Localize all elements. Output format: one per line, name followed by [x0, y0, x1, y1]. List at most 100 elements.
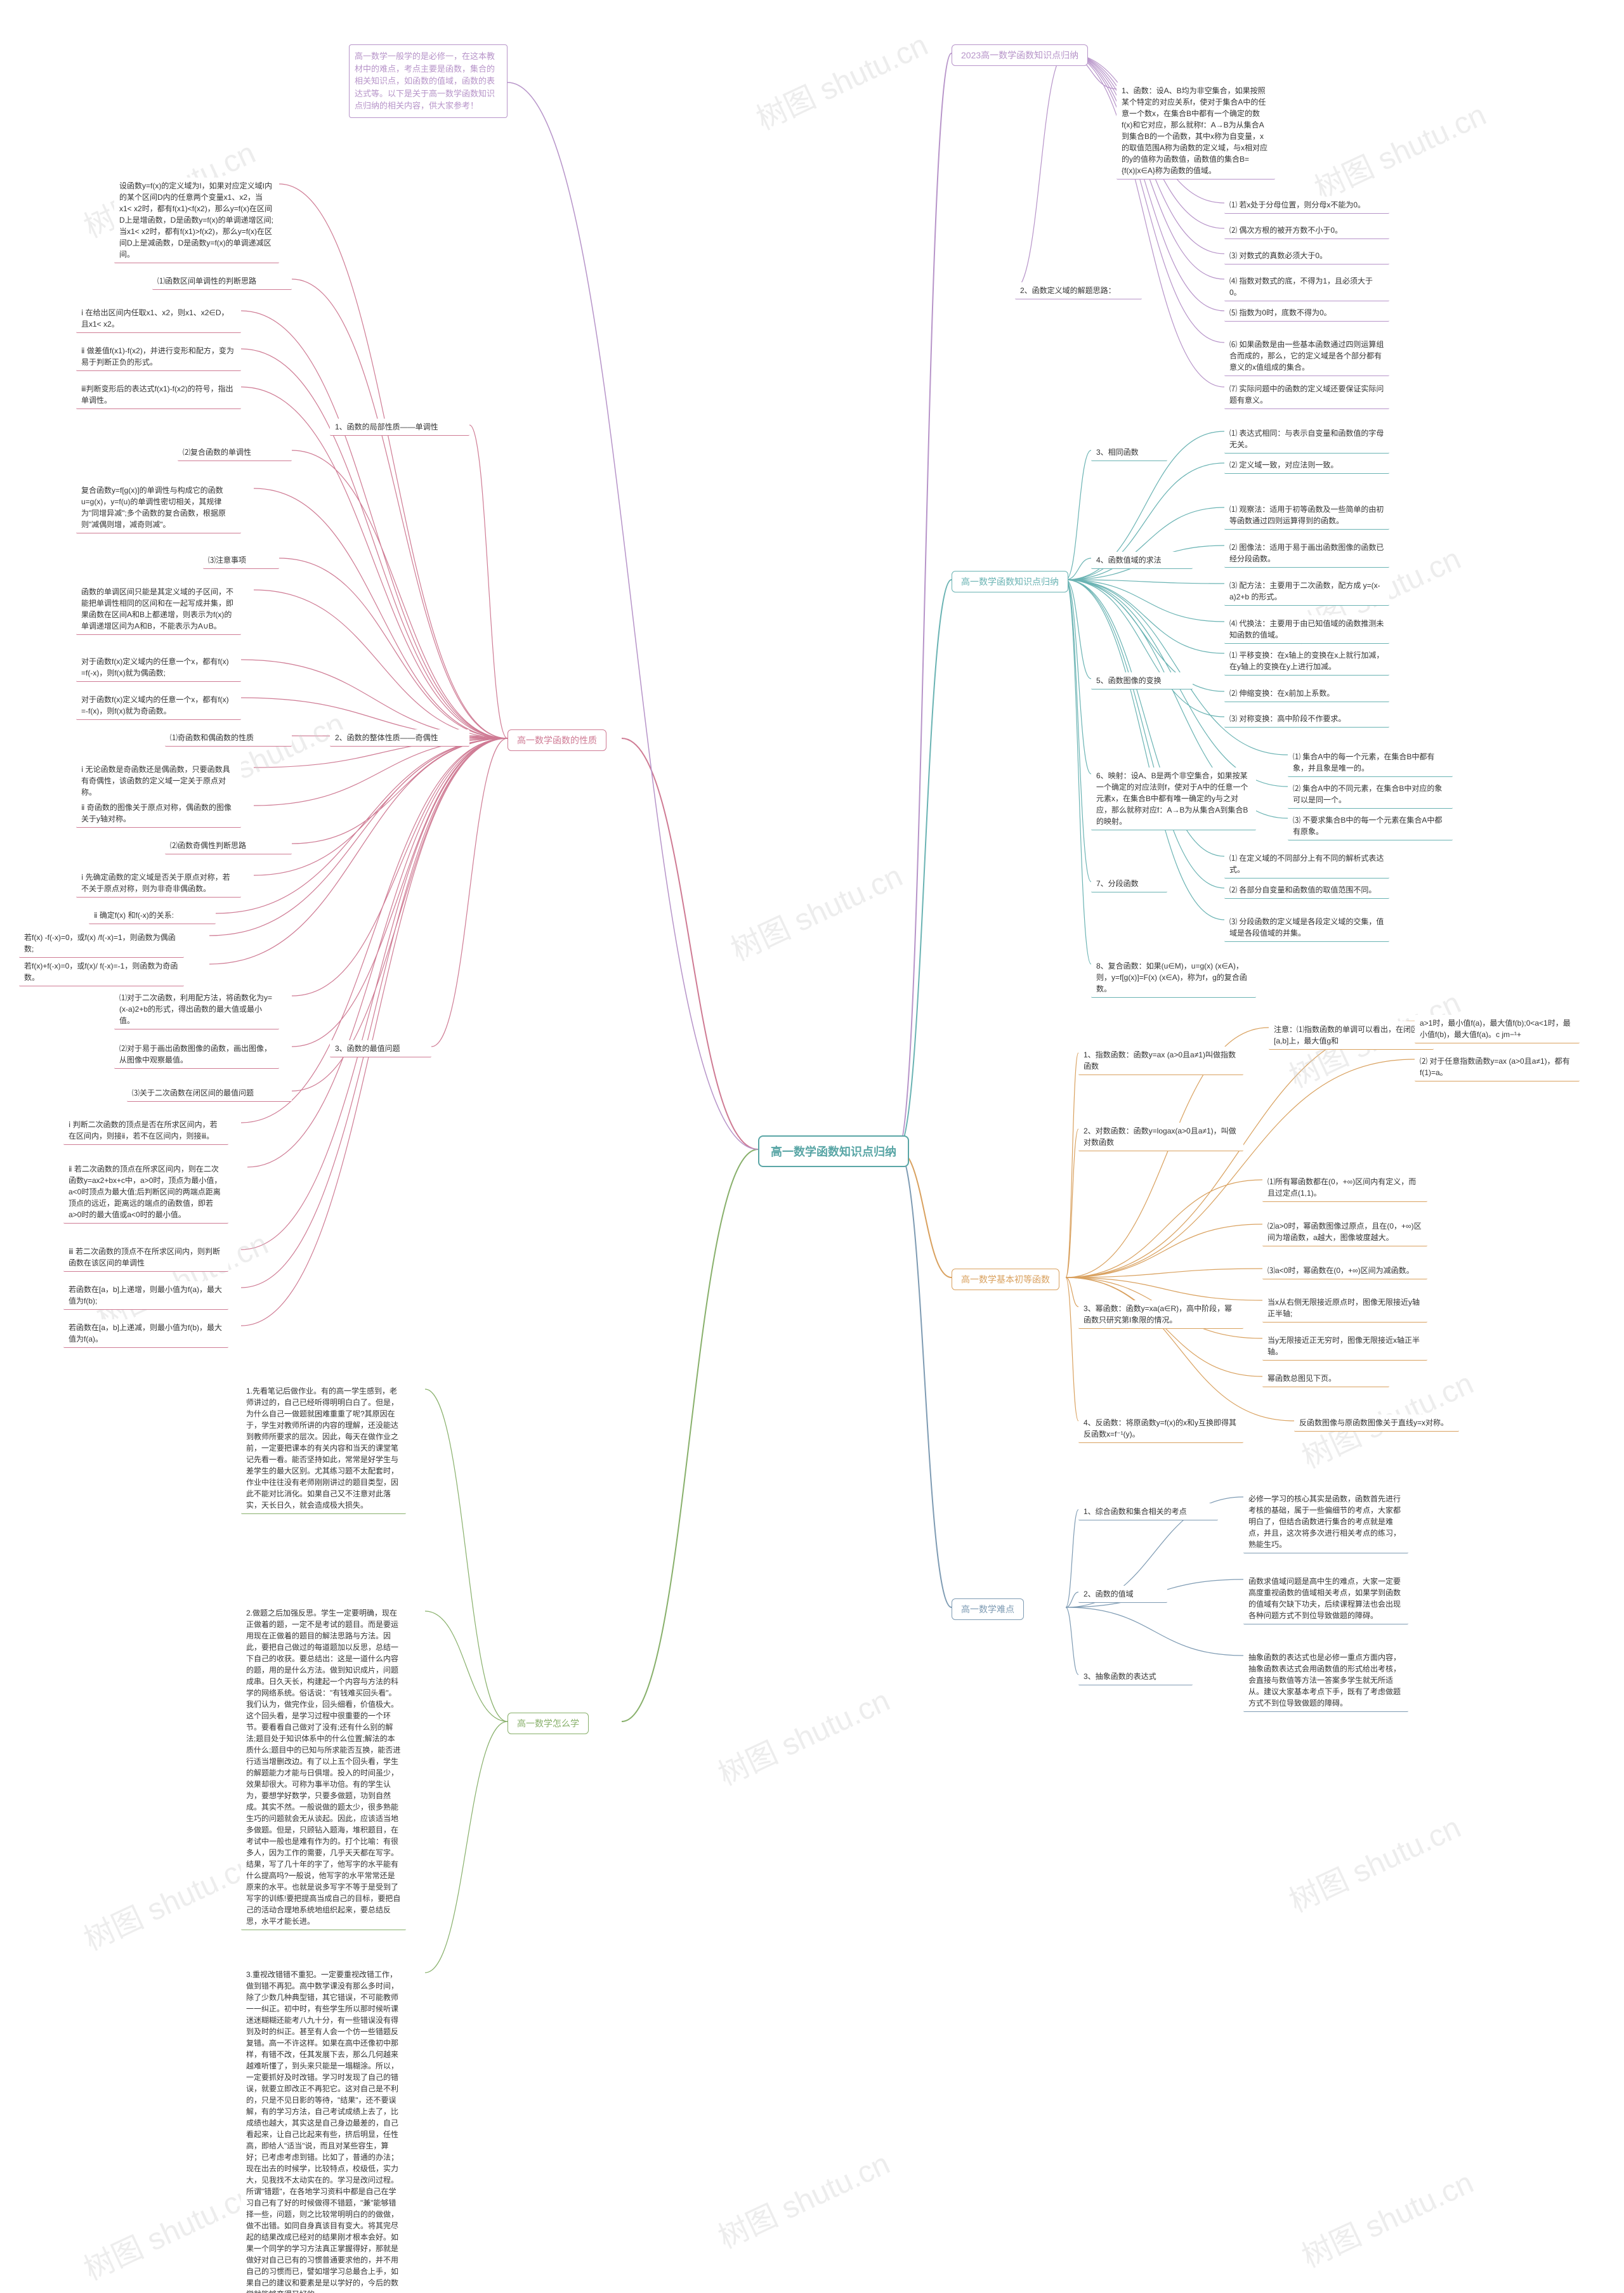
root-node: 高一数学函数知识点归纳: [758, 1135, 909, 1167]
leaf: ⑶ 不要求集合B中的每一个元素在集合A中都有原象。: [1288, 812, 1453, 840]
leaf: ⑴函数区间单调性的判断思路: [152, 273, 292, 290]
leaf: 抽象函数的表达式也是必修一重点方面内容，抽象函数表达式会用函数值的形式给出考核，…: [1243, 1649, 1408, 1712]
leaf: a>1时，最小值f(a)，最大值f(b);0<a<1时，最小值f(b)，最大值f…: [1415, 1015, 1580, 1043]
leaf: ⑶ 对称变换：高中阶段不作要求。: [1224, 710, 1389, 728]
leaf: 函数的单调区间只能是其定义域的子区间，不能把单调性相同的区间和在一起写成并集，即…: [76, 584, 241, 635]
leaf: 7、分段函数: [1091, 875, 1167, 892]
leaf: 反函数图像与原函数图像关于直线y=x对称。: [1294, 1414, 1459, 1432]
leaf: ⅰ 判断二次函数的顶点是否在所求区间内，若在区间内，则接ⅱ，若不在区间内，则接ⅲ…: [63, 1116, 228, 1145]
leaf: ⑴所有幂函数都在(0，+∞)区间内有定义，而且过定点(1,1)。: [1262, 1173, 1427, 1202]
leaf: ⑵ 图像法：适用于易于画出函数图像的函数已经分段函数。: [1224, 539, 1389, 568]
leaf: 6、映射：设A、B是两个非空集合，如果按某一个确定的对应法则f，使对于A中的任意…: [1091, 768, 1256, 830]
leaf: ⑴ 若x处于分母位置，则分母x不能为0。: [1224, 197, 1389, 214]
mindmap-canvas: 树图 shutu.cn 树图 shutu.cn 树图 shutu.cn 树图 shut…: [0, 0, 1624, 2293]
leaf: ⅰ 无论函数是奇函数还是偶函数，只要函数具有奇偶性，该函数的定义域一定关于原点对…: [76, 761, 241, 801]
leaf: 1、综合函数和集合相关的考点: [1078, 1503, 1218, 1520]
leaf: 2、函数的值域: [1078, 1586, 1167, 1603]
leaf: 当y无限接近正无穷时，图像无限接近x轴正半轴。: [1262, 1332, 1427, 1361]
leaf: 幂函数总图见下页。: [1262, 1370, 1389, 1387]
leaf: 3、抽象函数的表达式: [1078, 1668, 1193, 1685]
leaf: ⑵ 集合A中的不同元素，在集合B中对应的象可以是同一个。: [1288, 780, 1453, 809]
leaf: ⑶a<0时，幂函数在(0，+∞)区间为减函数。: [1262, 1262, 1427, 1279]
leaf: 1.先看笔记后做作业。有的高一学生感到，老师讲过的，自己已经听得明明白白了。但是…: [241, 1383, 406, 1514]
leaf: ⑵复合函数的单调性: [178, 444, 292, 461]
leaf: ⑴ 在定义域的不同部分上有不同的解析式表达式。: [1224, 850, 1389, 879]
leaf: 2、函数定义域的解题思路：: [1015, 282, 1142, 299]
leaf: 当x从右侧无限接近原点时，图像无限接近y轴正半轴;: [1262, 1294, 1427, 1323]
branch-b4: 高一数学难点: [952, 1598, 1024, 1620]
leaf: 对于函数f(x)定义域内的任意一个x，都有f(x) =f(-x)，则f(x)就为…: [76, 653, 241, 682]
leaf: 8、复合函数：如果(u∈M)，u=g(x) (x∈A)，则，y=f[g(x)]=…: [1091, 958, 1256, 998]
watermark: 树图 shutu.cn: [748, 20, 934, 138]
leaf: ⅰ 先确定函数的定义域是否关于原点对称，若不关于原点对称，则为非奇非偶函数。: [76, 869, 241, 898]
leaf: 3.重视改错错不重犯。一定要重视改错工作，做到错不再犯。高中数学课没有那么多时间…: [241, 1966, 406, 2293]
leaf: ⅲ 若二次函数的顶点不在所求区间内，则判断函数在该区间的单调性: [63, 1243, 228, 1272]
leaf: ⑶关于二次函数在闭区间的最值问题: [127, 1085, 292, 1102]
leaf: ⑶注意事项: [203, 552, 279, 569]
leaf: ⑶ 配方法：主要用于二次函数，配方成 y=(x-a)2+b 的形式。: [1224, 577, 1389, 606]
leaf: ⑹ 如果函数是由一些基本函数通过四则运算组合而成的，那么，它的定义域是各个部分都…: [1224, 336, 1389, 376]
leaf: ⑶ 分段函数的定义域是各段定义域的交集，值域是各段值域的并集。: [1224, 913, 1389, 942]
leaf: ⑵a>0时，幂函数图像过原点，且在(0，+∞)区间为增函数，a越大，图像坡度越大…: [1262, 1218, 1427, 1246]
leaf: ⑴ 观察法：适用于初等函数及一些简单的由初等函数通过四则运算得到的函数。: [1224, 501, 1389, 530]
leaf: 函数求值域问题是高中生的难点，大家一定要高度重视函数的值域相关考点，如果学到函数…: [1243, 1573, 1408, 1624]
leaf: ⑴ 表达式相同：与表示自变量和函数值的字母无关。: [1224, 425, 1389, 454]
watermark: 树图 shutu.cn: [1306, 90, 1492, 208]
leaf: ⅰ 在给出区间内任取x1、x2，则x1、x2∈D，且x1< x2。: [76, 304, 241, 333]
leaf: 若函数在[a，b]上递减，则最小值为f(b)，最大值为f(a)。: [63, 1319, 228, 1348]
leaf: ⑸ 指数为0时，底数不得为0。: [1224, 304, 1389, 322]
branch-b6: 高一数学怎么学: [508, 1713, 589, 1734]
leaf: 若f(x)+f(-x)=0，或f(x)/ f(-x)=-1，则函数为奇函数。: [19, 958, 184, 986]
leaf: 2、对数函数：函数y=logax(a>0且a≠1)，叫做对数函数: [1078, 1123, 1243, 1151]
branch-b3: 高一数学基本初等函数: [952, 1269, 1059, 1290]
leaf: ⑷ 指数对数式的底，不得为1，且必须大于0。: [1224, 273, 1389, 301]
leaf: ⅱ 若二次函数的顶点在所求区间内，则在二次函数y=ax2+bx+c中，a>0时，…: [63, 1161, 228, 1224]
leaf: 注意：⑴指数函数的单调可以看出，在闭区间[a,b]上，最大值g和: [1269, 1021, 1434, 1050]
leaf: ⑵ 定义域一致，对应法则一致。: [1224, 457, 1389, 474]
leaf: ⑴ 集合A中的每一个元素，在集合B中都有象，并且象是唯一的。: [1288, 748, 1453, 777]
leaf: 若f(x) -f(-x)=0，或f(x) /f(-x)=1，则函数为偶函数;: [19, 929, 184, 958]
watermark: 树图 shutu.cn: [75, 2171, 261, 2289]
leaf: 设函数y=f(x)的定义域为I，如果对应定义域I内的某个区间D内的任意两个变量x…: [114, 178, 279, 263]
leaf: ⑴对于二次函数，利用配方法，将函数化为y=(x-a)2+b的形式，得出函数的最大…: [114, 990, 279, 1029]
watermark: 树图 shutu.cn: [710, 2139, 896, 2257]
leaf: 1、函数的局部性质——单调性: [330, 419, 469, 436]
leaf: 3、相同函数: [1091, 444, 1167, 461]
watermark: 树图 shutu.cn: [723, 851, 908, 969]
leaf: 1、函数：设A、B均为非空集合，如果按照某个特定的对应关系f，使对于集合A中的任…: [1116, 82, 1275, 180]
leaf: ⑷ 代换法：主要用于由已知值域的函数推测未知函数的值域。: [1224, 615, 1389, 644]
watermark: 树图 shutu.cn: [1293, 2158, 1479, 2276]
leaf: ⑵函数奇偶性判断思路: [165, 837, 292, 854]
leaf: 必修一学习的核心其实是函数，函数首先进行考核的基础，属于一些偏细节的考点，大家都…: [1243, 1491, 1408, 1553]
watermark: 树图 shutu.cn: [710, 1676, 896, 1794]
leaf: 2.做题之后加强反思。学生一定要明确，现在正做着的题，一定不是考试的题目。而是要…: [241, 1605, 406, 1930]
leaf: ⑵ 伸缩变换：在x前加上系数。: [1224, 685, 1389, 702]
leaf: ⑵ 对于任意指数函数y=ax (a>0且a≠1)，都有f(1)=a。: [1415, 1053, 1580, 1081]
leaf: ⑴ 平移变换：在x轴上的变换在x上就行加减，在y轴上的变换在y上进行加减。: [1224, 647, 1389, 676]
watermark: 树图 shutu.cn: [1281, 1803, 1467, 1921]
leaf: 1、指数函数：函数y=ax (a>0且a≠1)叫做指数函数: [1078, 1047, 1243, 1075]
leaf: 2、函数的整体性质——奇偶性: [330, 729, 469, 747]
leaf: 3、函数的最值问题: [330, 1040, 431, 1057]
leaf: ⑵ 偶次方根的被开方数不小于0。: [1224, 222, 1389, 239]
watermark: 树图 shutu.cn: [75, 1841, 261, 1959]
leaf: 5、函数图像的变换: [1091, 672, 1193, 689]
branch-b5: 高一数学函数的性质: [508, 729, 606, 751]
leaf: ⅱ 做差值f(x1)-f(x2)，并进行变形和配方，变为易于判断正负的形式。: [76, 343, 241, 371]
leaf: ⅱ 奇函数的图像关于原点对称，偶函数的图像关于y轴对称。: [76, 799, 241, 828]
intro-note: 高一数学一般学的是必修一，在这本教材中的难点，考点主要是函数，集合的相关知识点，…: [349, 44, 508, 118]
leaf: ⑵ 各部分自变量和函数值的取值范围不同。: [1224, 882, 1389, 899]
leaf: ⑴奇函数和偶函数的性质: [165, 729, 292, 747]
branch-b1: 2023高一数学函数知识点归纳: [952, 44, 1088, 66]
leaf: 复合函数y=f[g(x)]的单调性与构成它的函数u=g(x)，y=f(u)的单调…: [76, 482, 241, 533]
branch-b2: 高一数学函数知识点归纳: [952, 571, 1068, 592]
leaf: 4、函数值域的求法: [1091, 552, 1193, 569]
leaf: 对于函数f(x)定义域内的任意一个x，都有f(x) =-f(x)，则f(x)就为…: [76, 691, 241, 720]
leaf: ⑺ 实际问题中的函数的定义域还要保证实际问题有意义。: [1224, 381, 1389, 409]
leaf: 3、幂函数：函数y=xa(a∈R)，高中阶段，幂函数只研究第I象限的情况。: [1078, 1300, 1243, 1329]
leaf: 4、反函数：将原函数y=f(x)的x和y互换即得其反函数x=f⁻¹(y)。: [1078, 1414, 1243, 1443]
leaf: ⅲ判断变形后的表达式f(x1)-f(x2)的符号，指出单调性。: [76, 381, 241, 409]
leaf: ⑵对于易于画出函数图像的函数，画出图像，从图像中观察最值。: [114, 1040, 279, 1069]
leaf: ⅱ 确定f(x) 和f(-x)的关系:: [89, 907, 216, 924]
leaf: ⑶ 对数式的真数必须大于0。: [1224, 247, 1389, 265]
